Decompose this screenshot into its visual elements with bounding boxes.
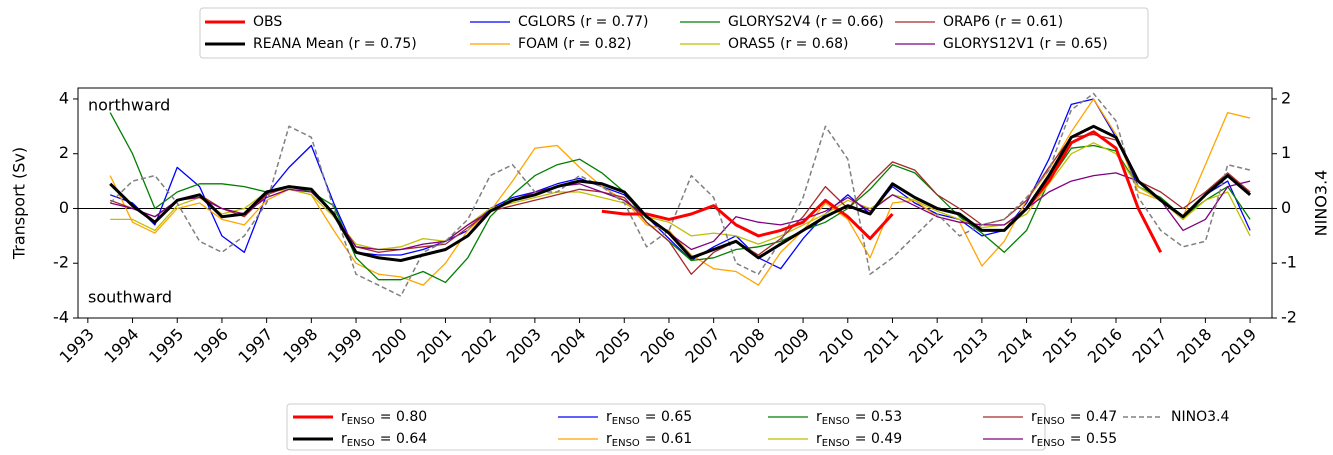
enso-subscript: ENSO — [612, 438, 640, 449]
x-tick-label: 1997 — [234, 325, 276, 367]
x-tick-label: 1993 — [56, 325, 98, 367]
x-tick-label: 2014 — [994, 325, 1036, 367]
enso-value: = 0.47 — [1070, 409, 1117, 425]
x-tick-label: 2011 — [860, 325, 902, 367]
series-line — [109, 124, 1252, 262]
enso-subscript: ENSO — [1037, 438, 1065, 449]
x-tick-label: 2001 — [413, 325, 455, 367]
x-tick-label: 2013 — [950, 325, 992, 367]
x-tick-label: 2012 — [905, 325, 947, 367]
enso-value: = 0.53 — [855, 409, 902, 425]
plot-frame — [77, 87, 1273, 319]
annotation: northward — [88, 96, 170, 115]
legend-label: GLORYS2V4 (r = 0.66) — [728, 14, 884, 30]
x-tick-label: 1995 — [145, 325, 187, 367]
bottom-legend-box — [286, 403, 1046, 451]
legend-label: rENSO = 0.61 — [606, 431, 692, 449]
enso-subscript: ENSO — [612, 416, 640, 427]
top-legend-box — [199, 7, 1149, 59]
x-tick-label: 2018 — [1173, 325, 1215, 367]
enso-symbol: r — [341, 409, 347, 425]
x-tick-label: 2009 — [771, 325, 813, 367]
series-line — [109, 98, 1251, 270]
legend-label: FOAM (r = 0.82) — [518, 36, 631, 52]
y-tick-label: -2 — [53, 253, 69, 272]
x-tick-label: 2003 — [503, 325, 545, 367]
x-tick-label: 2007 — [681, 325, 723, 367]
legend-label: NINO3.4 — [1171, 409, 1229, 425]
legend-label: rENSO = 0.65 — [606, 409, 692, 427]
x-tick-label: 1994 — [100, 325, 142, 367]
series-line — [110, 172, 1251, 251]
enso-subscript: ENSO — [1037, 416, 1065, 427]
legend-label: ORAP6 (r = 0.61) — [943, 14, 1063, 30]
x-tick-label: 2016 — [1084, 325, 1126, 367]
enso-subscript: ENSO — [822, 438, 850, 449]
y-tick-label: -4 — [53, 308, 69, 327]
legend-label: OBS — [253, 14, 282, 30]
enso-value: = 0.49 — [855, 431, 902, 447]
enso-value: = 0.61 — [645, 431, 692, 447]
series-line — [109, 92, 1251, 297]
annotation: southward — [88, 288, 172, 307]
legend-label: CGLORS (r = 0.77) — [518, 14, 649, 30]
y-tick-label: 2 — [59, 143, 69, 162]
legend-label: rENSO = 0.47 — [1031, 409, 1117, 427]
legend-label: rENSO = 0.55 — [1031, 431, 1117, 449]
y2-tick-label: 0 — [1281, 198, 1291, 217]
y-axis-label: Transport (Sv) — [10, 147, 29, 260]
x-tick-label: 2006 — [637, 325, 679, 367]
x-tick-label: 2010 — [816, 325, 858, 367]
x-tick-label: 2015 — [1039, 325, 1081, 367]
x-tick-label: 2002 — [458, 325, 500, 367]
enso-value: = 0.64 — [380, 431, 427, 447]
enso-symbol: r — [1031, 431, 1037, 447]
x-tick-label: 2019 — [1218, 325, 1260, 367]
enso-subscript: ENSO — [347, 438, 375, 449]
x-tick-label: 1996 — [190, 325, 232, 367]
legend-label: ORAS5 (r = 0.68) — [728, 36, 848, 52]
enso-symbol: r — [606, 431, 612, 447]
y-tick-label: 4 — [59, 88, 69, 107]
enso-value: = 0.55 — [1070, 431, 1117, 447]
enso-value: = 0.65 — [645, 409, 692, 425]
legend-label: REANA Mean (r = 0.75) — [253, 36, 417, 52]
x-tick-label: 2004 — [547, 325, 589, 367]
enso-symbol: r — [341, 431, 347, 447]
enso-symbol: r — [816, 409, 822, 425]
x-tick-label: 1999 — [324, 325, 366, 367]
y2-tick-label: -2 — [1281, 308, 1297, 327]
y2-tick-label: 2 — [1281, 88, 1291, 107]
y2-tick-label: -1 — [1281, 253, 1297, 272]
enso-subscript: ENSO — [822, 416, 850, 427]
y-tick-label: 0 — [59, 198, 69, 217]
enso-value: = 0.80 — [380, 409, 427, 425]
y2-axis-label: NINO3.4 — [1312, 170, 1331, 237]
legend-label: GLORYS12V1 (r = 0.65) — [943, 36, 1108, 52]
legend-label: rENSO = 0.53 — [816, 409, 902, 427]
enso-symbol: r — [606, 409, 612, 425]
series-line — [601, 130, 1163, 253]
x-tick-label: 1998 — [279, 325, 321, 367]
legend-label: rENSO = 0.80 — [341, 409, 427, 427]
enso-symbol: r — [1031, 409, 1037, 425]
x-tick-label: 2000 — [369, 325, 411, 367]
x-tick-label: 2005 — [592, 325, 634, 367]
x-tick-label: 2017 — [1128, 325, 1170, 367]
legend-label: rENSO = 0.49 — [816, 431, 902, 449]
y2-tick-label: 1 — [1281, 143, 1291, 162]
enso-symbol: r — [816, 431, 822, 447]
series-line — [110, 142, 1251, 251]
x-tick-label: 2008 — [726, 325, 768, 367]
enso-subscript: ENSO — [347, 416, 375, 427]
legend-label: rENSO = 0.64 — [341, 431, 427, 449]
